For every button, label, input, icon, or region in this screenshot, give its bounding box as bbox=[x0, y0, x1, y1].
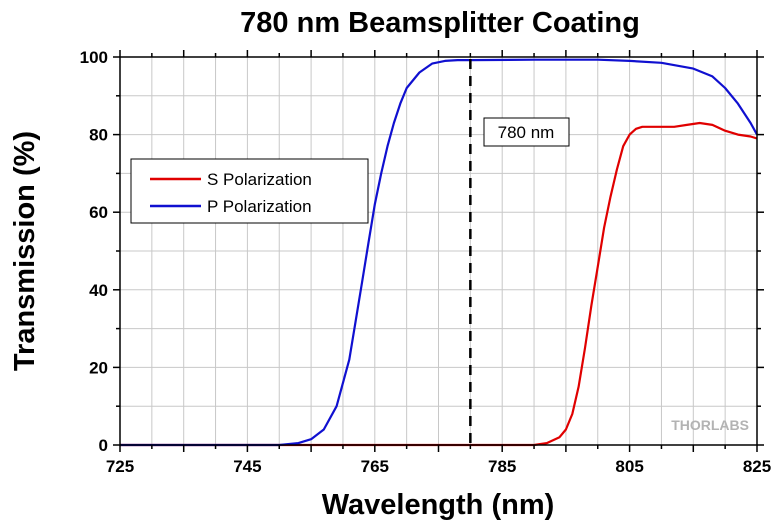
y-axis-title: Transmission (%) bbox=[9, 131, 41, 371]
series-lines bbox=[120, 58, 758, 447]
y-tick-label: 0 bbox=[99, 436, 108, 455]
legend-box bbox=[130, 158, 369, 224]
y-tick-label: 100 bbox=[80, 48, 108, 67]
y-tick-labels: 0 20 40 60 80 100 bbox=[80, 48, 108, 455]
grid bbox=[120, 57, 757, 445]
x-tick-label: 725 bbox=[106, 457, 134, 476]
x-axis-title: Wavelength (nm) bbox=[322, 489, 555, 521]
axis-ticks bbox=[113, 50, 764, 452]
x-tick-labels: 725 745 765 785 805 825 bbox=[106, 457, 771, 476]
annotation-label: 780 nm bbox=[498, 123, 555, 142]
y-tick-label: 40 bbox=[89, 281, 108, 300]
y-tick-label: 60 bbox=[89, 203, 108, 222]
chart-title: 780 nm Beamsplitter Coating bbox=[240, 7, 640, 39]
series-line-s bbox=[120, 121, 758, 447]
annotation-box bbox=[483, 117, 570, 147]
legend-label-p: P Polarization bbox=[207, 197, 312, 216]
x-tick-label: 765 bbox=[361, 457, 389, 476]
x-tick-label: 825 bbox=[743, 457, 771, 476]
legend-label-s: S Polarization bbox=[207, 170, 312, 189]
x-tick-label: 785 bbox=[488, 457, 516, 476]
x-tick-label: 745 bbox=[233, 457, 261, 476]
x-tick-label: 805 bbox=[615, 457, 643, 476]
series-line-p bbox=[120, 58, 758, 447]
thorlabs-watermark: THORLABS bbox=[671, 417, 749, 433]
annotation-780nm: 780 nm bbox=[483, 117, 570, 147]
legend: S Polarization P Polarization bbox=[130, 158, 369, 224]
y-tick-label: 20 bbox=[89, 358, 108, 377]
y-tick-label: 80 bbox=[89, 126, 108, 145]
